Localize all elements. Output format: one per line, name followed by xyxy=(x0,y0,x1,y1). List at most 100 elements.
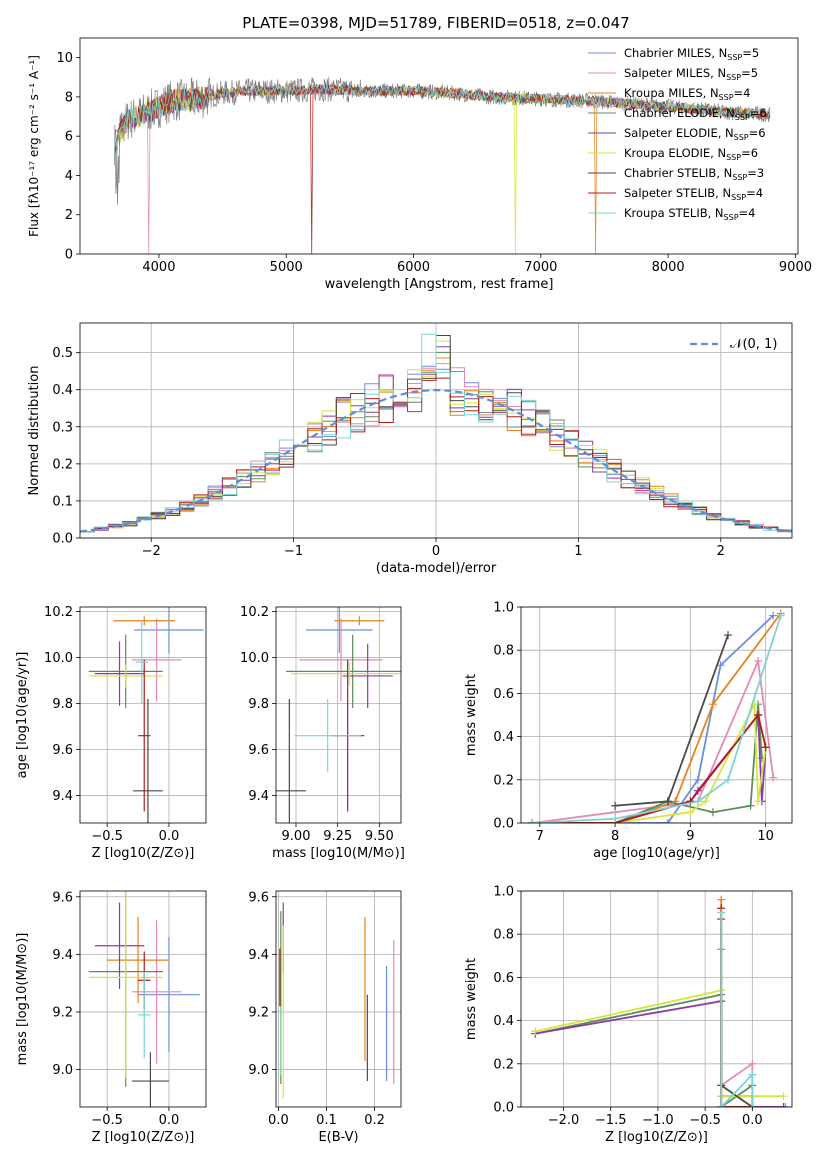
y-tick-label: 0.4 xyxy=(493,730,514,745)
x-axis-label: (data-model)/error xyxy=(376,561,497,576)
plot-frame xyxy=(275,890,402,1108)
observed-spectrum xyxy=(114,76,771,206)
x-tick-label: 9.50 xyxy=(365,829,394,844)
weight-marker xyxy=(663,819,672,823)
model-spectrum-line xyxy=(114,83,771,254)
legend-entry: Salpeter STELIB, NSSP=4 xyxy=(624,186,763,202)
x-tick-label: 7 xyxy=(536,829,544,844)
spectrum-legend: Chabrier MILES, NSSP=5 Salpeter MILES, NS… xyxy=(588,46,767,222)
weight-marker xyxy=(754,797,763,806)
x-axis-label: Z [log10(Z/Z⊙)] xyxy=(92,846,195,861)
y-tick-label: 0.8 xyxy=(493,644,514,659)
x-tick-label: −1 xyxy=(284,544,303,559)
y-tick-label: 9.4 xyxy=(52,948,73,963)
y-tick-label: 0.0 xyxy=(493,817,514,832)
weight-marker xyxy=(531,1027,540,1036)
y-tick-label: 9.4 xyxy=(248,948,269,963)
weight-line xyxy=(532,612,782,823)
x-axis-label: mass [log10(M/M⊙)] xyxy=(272,846,405,861)
y-tick-label: 9.8 xyxy=(52,697,73,712)
x-tick-label: 0.0 xyxy=(159,1113,180,1128)
weight-marker xyxy=(779,1103,788,1107)
weight-line xyxy=(720,908,753,1107)
y-tick-label: 4 xyxy=(65,169,73,184)
axes-mass_vs_Z: −0.5 0.0 9.0 9.2 9.4 9.6 Z [log10(Z/Z⊙)] mass [… xyxy=(15,890,207,1145)
spectrum-series xyxy=(114,76,771,254)
weight-marker xyxy=(611,814,620,823)
y-tick-label: 1.0 xyxy=(493,601,514,616)
y-tick-label: 0.0 xyxy=(52,532,73,547)
x-axis-label: E(B-V) xyxy=(318,1130,358,1145)
y-axis-label: Normed distribution xyxy=(27,366,42,496)
weight-marker xyxy=(746,801,755,810)
x-tick-label: 8000 xyxy=(652,260,685,275)
histograms xyxy=(80,333,792,533)
panels: 4000 5000 6000 7000 8000 90000246810wavelengt… xyxy=(15,37,812,1145)
weight-line xyxy=(535,993,753,1107)
weight-marker xyxy=(748,1070,757,1079)
x-axis-label: Z [log10(Z/Z⊙)] xyxy=(92,1130,195,1145)
legend-entry: Kroupa ELODIE, NSSP=6 xyxy=(624,146,758,162)
weight-line xyxy=(532,704,763,823)
x-tick-label: 7000 xyxy=(524,260,557,275)
weight-line xyxy=(720,949,786,1107)
weight-marker xyxy=(693,797,702,806)
x-tick-label: 5000 xyxy=(270,260,303,275)
x-tick-label: 10 xyxy=(757,829,774,844)
x-tick-label: 0.0 xyxy=(742,1113,763,1128)
weight-line xyxy=(532,615,782,823)
weight-marker xyxy=(724,775,733,784)
x-tick-label: 0.0 xyxy=(159,829,180,844)
y-tick-label: 9.2 xyxy=(52,1005,73,1020)
legend-entry: Chabrier STELIB, NSSP=3 xyxy=(624,166,764,182)
x-tick-label: 9.25 xyxy=(323,829,352,844)
weight-marker xyxy=(717,895,726,904)
weight-line xyxy=(720,899,753,1107)
y-axis-label: mass [log10(M/M⊙)] xyxy=(15,933,30,1066)
x-tick-label: 0.0 xyxy=(268,1113,289,1128)
legend-entry: Chabrier MILES, NSSP=5 xyxy=(624,46,759,62)
residuals-legend: 𝒩(0, 1) xyxy=(690,337,777,352)
figure-title: PLATE=0398, MJD=51789, FIBERID=0518, z=0… xyxy=(242,14,629,32)
weight-marker xyxy=(717,1103,726,1107)
y-tick-label: 0.2 xyxy=(493,773,514,788)
plot-frame xyxy=(520,890,793,1108)
x-tick-label: 2 xyxy=(717,544,725,559)
weight-marker xyxy=(686,797,695,806)
axes-weight_vs_age: 7 8 9 10 0.0 0.2 0.4 0.6 0.8 1.0 age [log10(age/yr… xyxy=(464,601,793,861)
x-tick-label: −2.0 xyxy=(548,1113,580,1128)
weight-marker xyxy=(769,611,778,620)
plot-frame xyxy=(275,606,402,824)
y-axis-label: mass weight xyxy=(464,674,479,756)
y-tick-label: 9.4 xyxy=(248,789,269,804)
weight-marker xyxy=(754,657,763,665)
axes-residuals: −2 −1 0 1 2 0.0 0.1 0.2 0.3 0.4 0.5 (data-model)/er… xyxy=(27,322,793,576)
normal-curve xyxy=(80,388,792,533)
plot-frame xyxy=(79,322,793,539)
y-tick-label: 6 xyxy=(65,130,73,145)
y-axis-label: Flux [fλ10⁻¹⁷ erg cm⁻² s⁻¹ A⁻¹] xyxy=(27,55,41,237)
weight-marker xyxy=(693,775,702,784)
weight-marker xyxy=(769,773,778,782)
x-tick-label: −2 xyxy=(142,544,161,559)
x-tick-label: 9000 xyxy=(779,260,812,275)
legend-entry: Kroupa STELIB, NSSP=4 xyxy=(624,206,755,222)
y-tick-label: 0.8 xyxy=(493,928,514,943)
legend-entry: 𝒩(0, 1) xyxy=(730,337,777,352)
plot-frame xyxy=(79,890,207,1108)
axes-spectrum: 4000 5000 6000 7000 8000 9000 0 2 4 6 8 10 wavelengt… xyxy=(27,37,812,292)
model-spectrum-line xyxy=(114,83,771,156)
weight-line xyxy=(720,1062,754,1107)
errorbars xyxy=(88,607,204,823)
y-tick-label: 8 xyxy=(65,90,73,105)
x-tick-label: 1 xyxy=(574,544,582,559)
weight-marker xyxy=(779,1092,788,1101)
axes-age_vs_mass: 9.00 9.25 9.50 9.4 9.6 9.8 10.0 10.2 mass [log10… xyxy=(240,605,405,861)
weight-marker xyxy=(724,631,733,640)
weight-marker xyxy=(781,1103,790,1107)
weight-line xyxy=(535,1000,784,1107)
y-tick-label: 0.4 xyxy=(52,383,73,398)
weight-marker xyxy=(748,1103,757,1107)
x-tick-label: −1.5 xyxy=(595,1113,627,1128)
y-tick-label: 2 xyxy=(65,208,73,223)
